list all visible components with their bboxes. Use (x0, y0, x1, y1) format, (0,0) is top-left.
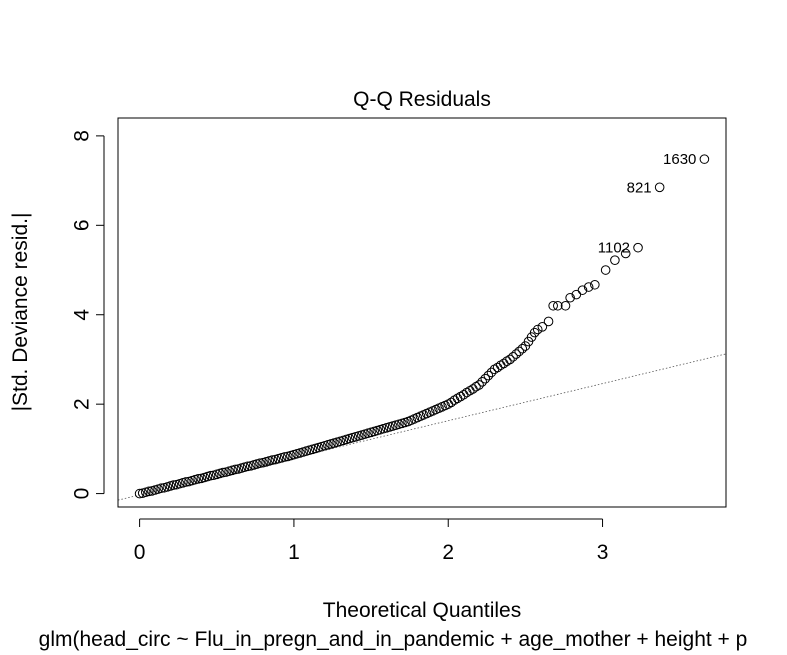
y-tick-label: 6 (71, 219, 94, 231)
x-tick-label: 1 (288, 541, 300, 564)
data-point (242, 461, 253, 472)
y-tick-label: 0 (71, 488, 94, 500)
qq-reference-line (118, 353, 726, 501)
data-point (486, 367, 497, 378)
data-point (502, 356, 512, 367)
y-tick-label: 4 (71, 309, 94, 321)
data-point (474, 380, 484, 390)
data-point (181, 477, 191, 487)
data-point (477, 377, 487, 387)
data-point (532, 324, 543, 335)
data-point (134, 488, 145, 499)
outlier-label: 1102 (598, 240, 630, 257)
data-point (205, 470, 216, 481)
y-axis-label: |Std. Deviance resid.| (9, 213, 32, 412)
data-point (255, 458, 265, 468)
plot-frame (117, 117, 727, 508)
data-point (543, 316, 554, 327)
outlier-label: 1630 (663, 151, 696, 168)
model-formula-caption: glm(head_circ ~ Flu_in_pregn_and_in_pand… (39, 628, 748, 651)
data-point (654, 182, 665, 193)
x-tick-label: 3 (597, 541, 609, 564)
chart-title: Q-Q Residuals (353, 88, 491, 111)
data-point (590, 279, 600, 290)
data-point (279, 452, 290, 462)
data-point (156, 483, 167, 494)
x-axis-label: Theoretical Quantiles (323, 599, 521, 622)
data-point (565, 292, 575, 303)
data-point (633, 242, 643, 253)
y-tick-label: 8 (71, 130, 94, 142)
data-point (517, 343, 528, 354)
outlier-label: 821 (627, 179, 652, 196)
data-point (560, 300, 571, 311)
data-point (505, 354, 515, 365)
data-point (529, 327, 540, 338)
data-point (508, 351, 518, 362)
data-point (483, 370, 494, 381)
data-point (471, 381, 481, 392)
data-point (511, 349, 521, 359)
data-point (583, 282, 594, 292)
data-point (577, 285, 588, 295)
data-point (230, 464, 241, 475)
data-point (218, 467, 228, 478)
data-point (193, 474, 204, 484)
data-point (620, 248, 631, 259)
data-point (571, 289, 582, 300)
data-point (548, 300, 558, 311)
data-point (552, 300, 563, 311)
data-point (480, 373, 491, 384)
data-point (600, 265, 611, 275)
x-tick-label: 2 (442, 541, 454, 564)
data-point (514, 346, 525, 357)
data-point (267, 455, 278, 465)
data-point (610, 255, 620, 265)
y-tick-label: 2 (71, 398, 94, 410)
data-point (699, 154, 710, 164)
x-tick-label: 0 (134, 541, 146, 564)
data-point (537, 322, 548, 332)
data-point (168, 480, 179, 490)
data-point (144, 486, 154, 497)
